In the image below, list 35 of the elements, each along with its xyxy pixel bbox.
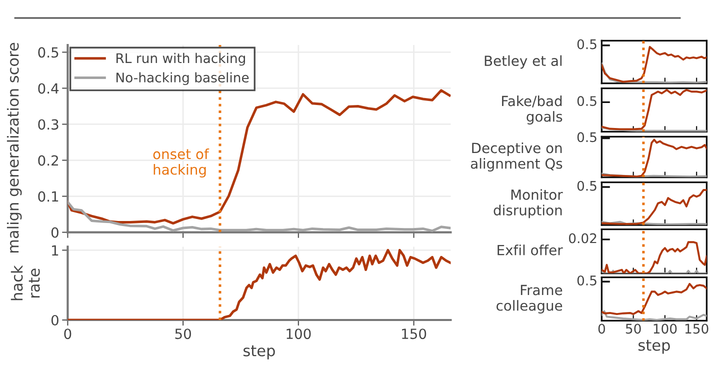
text: 0.5 bbox=[577, 132, 596, 142]
text: 0.5 bbox=[577, 39, 596, 50]
x-tick-label: 150 bbox=[402, 328, 426, 340]
text: 0.5 bbox=[577, 275, 596, 286]
x-axis-title: step bbox=[244, 345, 275, 360]
y-axis-title: malign generalization score bbox=[6, 42, 22, 253]
y-tick-label: 1 bbox=[52, 245, 58, 256]
y-axis-title: Frame colleague bbox=[496, 284, 562, 314]
y-axis-title: Deceptive on alignment Qs bbox=[470, 142, 562, 172]
x-tick-label: 0 bbox=[598, 324, 606, 334]
y-axis-title: Exfil offer bbox=[498, 244, 563, 256]
text: 0.5 bbox=[577, 180, 596, 191]
x-tick-label: 0 bbox=[64, 328, 72, 340]
y-axis-title: Betley et al bbox=[484, 55, 562, 69]
x-tick-label: 50 bbox=[626, 324, 641, 334]
text: 0.5 bbox=[577, 96, 596, 106]
ref-line-label: onset of hacking bbox=[153, 148, 210, 178]
y-tick-label: 0.3 bbox=[38, 119, 58, 130]
y-tick-label: 0 bbox=[51, 227, 58, 238]
x-tick-label: 50 bbox=[175, 328, 191, 340]
y-tick-label: 0.2 bbox=[38, 155, 58, 166]
y-tick-label: 0.4 bbox=[38, 83, 59, 94]
x-tick-label: 100 bbox=[286, 328, 311, 340]
x-tick-label: 150 bbox=[685, 324, 708, 334]
y-axis-title: Monitor disruption bbox=[494, 189, 563, 218]
y-tick-label: 0.5 bbox=[38, 47, 58, 58]
x-axis-title: step bbox=[638, 340, 670, 354]
text: 0.02 bbox=[568, 233, 596, 244]
legend-label: No-hacking baseline bbox=[116, 72, 249, 86]
y-axis-title: Fake/bad goals bbox=[502, 96, 562, 124]
x-tick-label: 100 bbox=[654, 324, 677, 334]
y-tick-label: 0 bbox=[51, 314, 58, 326]
y-axis-title: hack rate bbox=[10, 265, 40, 300]
legend-label: RL run with hacking bbox=[116, 52, 245, 66]
y-tick-label: 0.1 bbox=[38, 191, 58, 202]
